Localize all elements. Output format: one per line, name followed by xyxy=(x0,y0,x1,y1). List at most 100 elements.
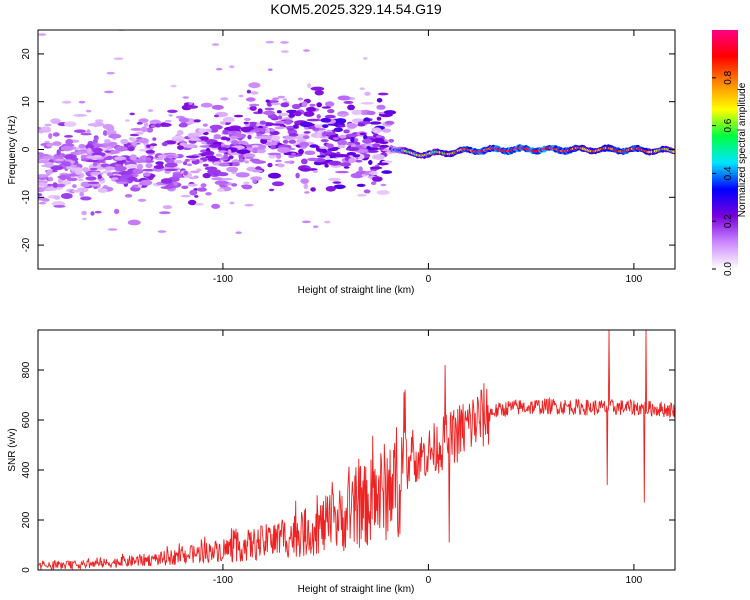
spectrogram-speckle xyxy=(89,167,98,171)
colorbar-tick-label: 0.2 xyxy=(723,214,734,228)
spectrogram-speckle xyxy=(73,114,87,117)
spectrogram-speckle xyxy=(164,168,178,172)
spectrogram-speckle xyxy=(243,117,251,121)
spectrogram-speckle xyxy=(196,168,202,172)
spectrogram-speckle xyxy=(337,144,346,149)
spectrogram-speckle xyxy=(178,123,188,128)
spectrogram-speckle xyxy=(154,123,162,128)
spectrogram-speckle xyxy=(64,135,73,138)
spectrogram-speckle xyxy=(90,171,104,176)
spectrogram-speckle xyxy=(129,137,137,142)
spectrogram-speckle xyxy=(309,103,316,107)
spectrogram-speckle xyxy=(44,123,52,127)
spectrogram-speckle xyxy=(297,97,304,101)
spectrogram-speckle xyxy=(288,155,295,159)
spectrogram-speckle xyxy=(280,102,290,108)
spectrogram-speckle xyxy=(283,135,292,140)
spectrogram-speckle xyxy=(188,176,197,180)
spectrogram-speckle xyxy=(243,181,250,185)
spectrogram-speckle xyxy=(165,155,176,158)
spectrogram-speckle xyxy=(376,116,382,121)
spectrogram-speckle xyxy=(38,33,47,36)
spectrogram-speckle xyxy=(359,132,367,136)
spectrogram-speckle xyxy=(252,160,266,164)
spectrogram-speckle xyxy=(184,158,191,162)
spectrogram-speckle xyxy=(333,127,343,132)
spectrogram-speckle xyxy=(236,149,251,155)
spectrogram-speckle xyxy=(295,172,300,179)
spectrogram-speckle xyxy=(102,130,108,136)
spectrogram-speckle xyxy=(130,127,143,131)
spectrogram-speckle xyxy=(183,170,188,176)
spectrogram-speckle xyxy=(111,177,119,181)
snr-marks xyxy=(38,330,675,570)
spectrogram-speckle xyxy=(215,153,222,157)
spectrogram-speckle xyxy=(85,176,97,181)
spectrogram-speckle xyxy=(238,158,245,163)
spectrogram-speckle xyxy=(269,135,281,141)
spectrogram-speckle xyxy=(197,187,207,192)
spectrogram-speckle xyxy=(188,199,197,206)
spectrogram-speckle xyxy=(388,138,395,143)
spectrogram-speckle xyxy=(303,111,315,117)
spectrogram-speckle xyxy=(264,141,278,147)
spectrogram-speckle xyxy=(300,146,307,149)
spectrogram-speckle xyxy=(188,137,201,141)
spectrogram-speckle xyxy=(328,160,342,166)
spectrogram-speckle xyxy=(160,186,174,189)
spectrogram-speckle xyxy=(335,170,349,174)
spectrogram-speckle xyxy=(356,183,366,187)
spectrogram-speckle xyxy=(300,158,308,165)
spectrogram-speckle xyxy=(38,197,47,201)
spectrogram-speckle xyxy=(350,137,355,143)
spectrogram-speckle xyxy=(326,143,334,149)
spectrogram-speckle xyxy=(320,139,329,143)
spectrogram-speckle xyxy=(65,138,74,145)
spectrogram-speckle xyxy=(284,119,293,125)
spectrogram-speckle xyxy=(46,183,54,187)
spectrogram-speckle xyxy=(226,166,239,172)
spectrogram-speckle xyxy=(222,116,235,123)
spectrogram-speckle xyxy=(138,118,149,123)
spectrogram-speckle xyxy=(268,172,281,179)
spectrogram-speckle xyxy=(190,170,200,174)
spectrogram-speckle xyxy=(335,154,349,158)
spectrogram-speckle xyxy=(78,100,86,104)
colorbar-gradient xyxy=(712,30,738,269)
spectrogram-speckle xyxy=(220,97,229,101)
spectrogram-speckle xyxy=(219,121,226,125)
snr-y-ticks: 0 200 400 600 800 xyxy=(21,361,675,573)
spectrogram-speckle xyxy=(38,193,43,197)
spectrogram-speckle xyxy=(85,143,95,150)
spectrogram-speckle xyxy=(267,152,281,156)
spectrogram-speckle xyxy=(165,162,178,168)
spectrogram-speckle xyxy=(77,175,82,179)
spectrogram-speckle xyxy=(218,162,230,167)
spectrogram-speckle xyxy=(81,210,87,216)
spectrogram-speckle xyxy=(173,160,183,164)
spectrogram-speckle xyxy=(227,149,232,155)
spectrogram-speckle xyxy=(264,107,275,111)
spectrogram-speckle xyxy=(247,134,252,140)
spectrogram-speckle xyxy=(48,176,53,182)
spectrogram-speckle xyxy=(207,157,220,162)
spectrogram-speckle xyxy=(222,129,231,135)
spectrogram-speckle xyxy=(380,183,387,187)
spectrogram-speckle xyxy=(52,182,58,189)
spectrogram-speckle xyxy=(377,147,385,150)
spectrogram-speckle xyxy=(238,137,243,141)
spectrogram-speckle xyxy=(97,174,102,180)
spectrogram-speckle xyxy=(280,41,289,44)
spectrogram-speckle xyxy=(325,186,336,192)
spectrogram-speckle xyxy=(288,112,296,118)
spectrogram-speckle xyxy=(313,225,319,228)
spectrogram-speckle xyxy=(202,172,211,179)
spectrogram-speckle xyxy=(274,126,285,130)
spectrogram-speckle xyxy=(116,181,129,184)
spectrogram-speckle xyxy=(337,95,351,101)
spectrogram-speckle xyxy=(211,177,224,181)
spectrogram-speckle xyxy=(50,165,64,171)
spectrogram-speckle xyxy=(213,136,222,140)
spectrogram-speckle xyxy=(338,111,348,114)
snr-frame xyxy=(37,329,676,571)
